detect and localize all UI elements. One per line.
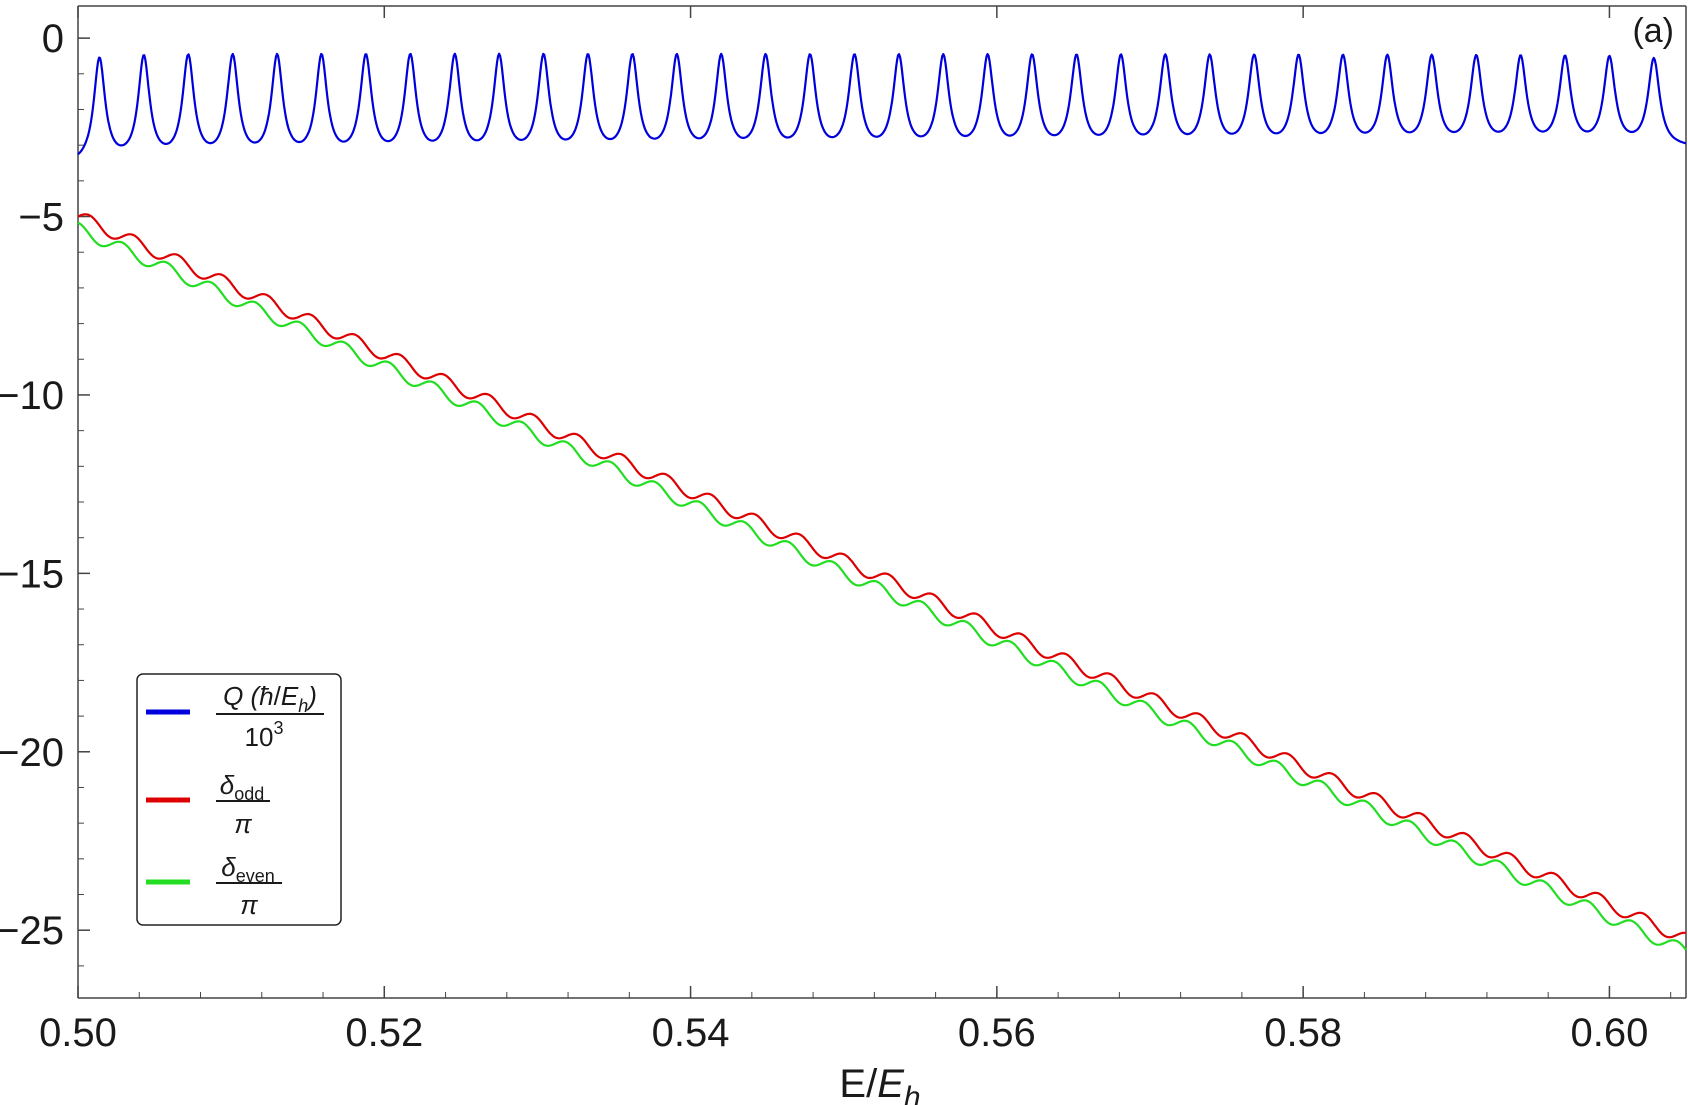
- x-axis-title: E/Eh: [839, 1062, 920, 1105]
- y-tick-label-2: −10: [0, 374, 64, 418]
- y-tick-label-5: −25: [0, 909, 64, 953]
- legend-q-den-main: 10: [245, 722, 274, 752]
- y-tick-label-1: −5: [18, 196, 64, 240]
- legend-q-denominator: 103: [245, 718, 284, 752]
- x-axis-title-sub: h: [904, 1081, 921, 1105]
- legend-box: [136, 673, 342, 926]
- legend: Q (ħ/Eh) 103 δodd π δeven π: [136, 673, 342, 926]
- legend-q-num-hbar: ħ: [259, 681, 273, 711]
- x-tick-label-3: 0.56: [958, 1011, 1036, 1055]
- x-tick-label-5: 0.60: [1570, 1011, 1648, 1055]
- legend-even-numerator: δeven: [221, 852, 275, 886]
- series-layer: [77, 52, 1687, 951]
- legend-odd-num-sub: odd: [234, 784, 264, 804]
- legend-even-num-var: δ: [221, 852, 236, 882]
- x-tick-label-4: 0.58: [1264, 1011, 1342, 1055]
- series-line-1: [77, 213, 1687, 939]
- legend-q-num-slash: /: [274, 681, 282, 711]
- panel-label: (a): [1632, 12, 1674, 50]
- axis-ticks: 0.50 0.52 0.54 0.56 0.58 0.60 0 −5 −10 −15 −20 −25: [0, 6, 1672, 1055]
- legend-odd-num-var: δ: [220, 770, 235, 800]
- x-tick-label-1: 0.52: [345, 1011, 423, 1055]
- legend-q-num-close: ): [305, 681, 317, 711]
- y-tick-label-4: −20: [0, 731, 64, 775]
- series-line-0: [77, 52, 1687, 156]
- legend-even-num-sub: even: [236, 866, 275, 886]
- legend-even-denominator: π: [240, 890, 258, 920]
- series-line-2: [77, 221, 1687, 951]
- x-tick-label-0: 0.50: [39, 1011, 117, 1055]
- legend-q-den-sup: 3: [273, 718, 283, 738]
- legend-q-num-sub: h: [298, 696, 308, 716]
- legend-q-num-var: E: [281, 681, 299, 711]
- y-tick-label-3: −15: [0, 552, 64, 596]
- legend-q-num-main: Q (: [223, 681, 261, 711]
- x-tick-label-2: 0.54: [652, 1011, 730, 1055]
- x-axis-title-base: E/: [839, 1062, 878, 1105]
- y-tick-label-0: 0: [42, 17, 64, 61]
- legend-q-numerator: Q (ħ/Eh): [223, 681, 317, 716]
- legend-odd-denominator: π: [234, 809, 252, 839]
- x-axis-title-var: E: [877, 1062, 905, 1105]
- legend-odd-numerator: δodd: [220, 770, 265, 804]
